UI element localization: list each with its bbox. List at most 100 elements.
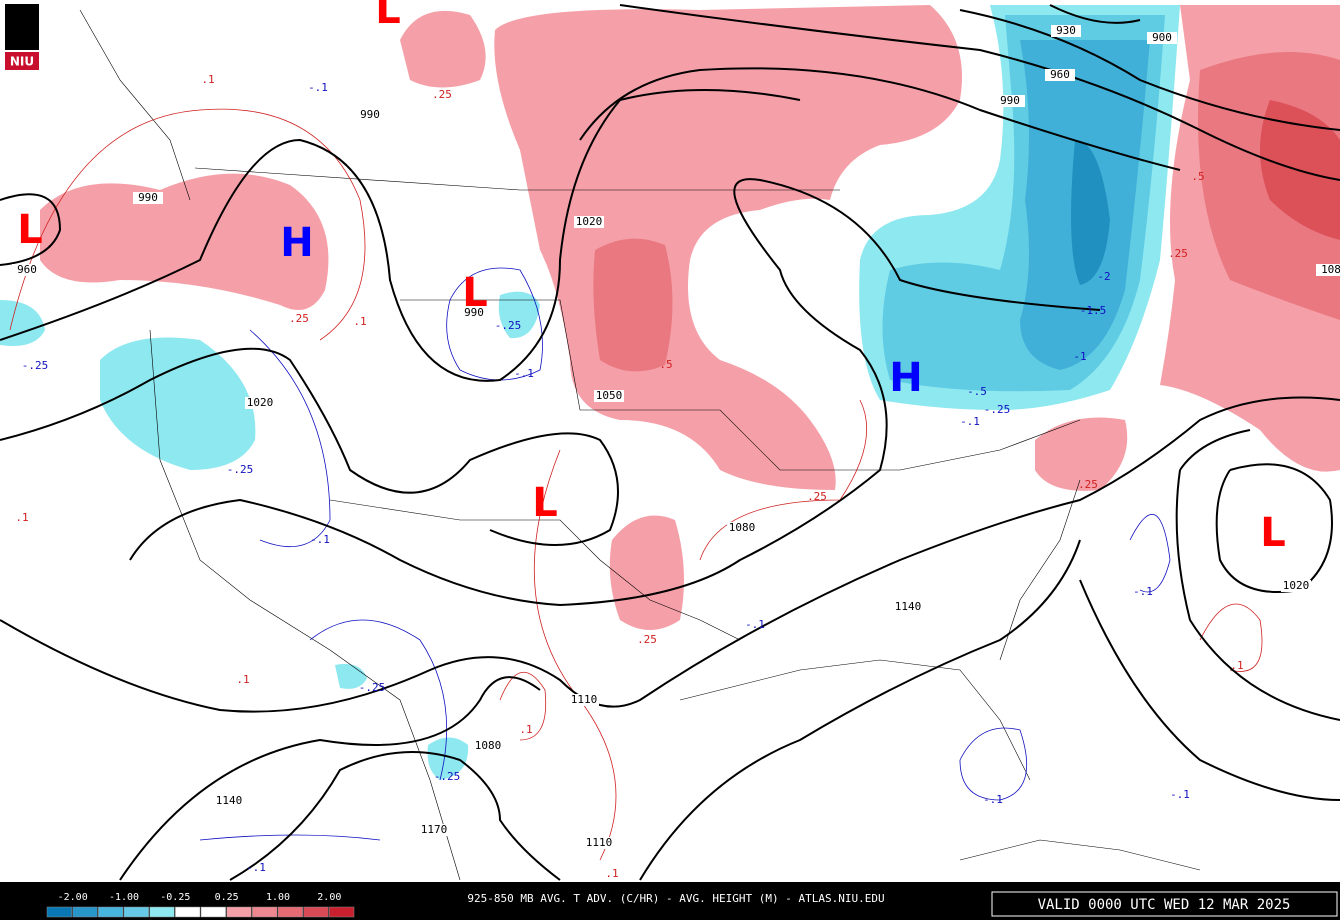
logo-band: [5, 52, 39, 70]
height-label: 1080: [475, 739, 502, 752]
height-label: 990: [464, 306, 484, 319]
height-label: 1020: [576, 215, 603, 228]
height-label-bg: [355, 109, 385, 121]
height-label-bg: [1281, 580, 1311, 592]
advection-label: .1: [201, 73, 214, 86]
geography: [79, 9, 1201, 881]
legend-label: -0.25: [160, 892, 190, 903]
legend-label: -1.00: [109, 892, 139, 903]
legend-swatch: [329, 906, 355, 918]
advection-label: -.1: [308, 81, 328, 94]
legend-swatch: [252, 906, 278, 918]
advection-label: -.25: [227, 463, 254, 476]
advection-label: -.1: [310, 533, 330, 546]
advection-label: -.25: [984, 403, 1011, 416]
advection-label: .1: [15, 511, 28, 524]
advection-label: -.1: [1133, 585, 1153, 598]
height-label: 960: [1050, 68, 1070, 81]
valid-box: [991, 891, 1338, 917]
legend-swatch: [123, 906, 149, 918]
pressure-center: L: [17, 207, 43, 253]
height-label-bg: [12, 264, 42, 276]
advection-label: .1: [605, 867, 618, 880]
height-label-bg: [1051, 25, 1081, 37]
height-label: 1110: [571, 693, 598, 706]
height-label-bg: [133, 192, 163, 204]
height-label-bg: [214, 795, 244, 807]
valid-time: VALID 0000 UTC WED 12 MAR 2025: [1038, 897, 1291, 913]
legend-swatch: [46, 906, 72, 918]
advection-label: -.1: [514, 367, 534, 380]
advection-label: -.5: [967, 385, 987, 398]
height-label: 930: [1056, 24, 1076, 37]
legend-swatch: [277, 906, 303, 918]
advection-label: -1.5: [1080, 304, 1107, 317]
height-label-bg: [473, 740, 503, 752]
advection-label: .25: [1078, 478, 1098, 491]
advection-label: -.25: [495, 319, 522, 332]
height-label: 1170: [421, 823, 448, 836]
height-label: 1110: [586, 836, 613, 849]
advection-label: -.1: [745, 618, 765, 631]
advection-label: .1: [353, 315, 366, 328]
advection-label: -.25: [22, 359, 49, 372]
height-label-bg: [995, 95, 1025, 107]
logo-tower: [5, 4, 39, 50]
height-label: 1140: [895, 600, 922, 613]
height-label-bg: [1316, 264, 1340, 276]
height-label: 1080: [729, 521, 756, 534]
height-label: 960: [17, 263, 37, 276]
advection-label: .25: [807, 490, 827, 503]
advection-label: -.1: [983, 793, 1003, 806]
pressure-center: H: [889, 355, 922, 401]
legend-swatch: [72, 906, 98, 918]
legend-swatch: [200, 906, 226, 918]
pressure-center: L: [532, 480, 558, 526]
legend-swatch: [226, 906, 252, 918]
height-label-bg: [584, 837, 614, 849]
height-label-bg: [727, 522, 757, 534]
advection-label: .25: [1168, 247, 1188, 260]
height-label-bg: [245, 397, 275, 409]
advection-label: .25: [432, 88, 452, 101]
height-label: 990: [1000, 94, 1020, 107]
legend-label: 0.25: [215, 892, 239, 903]
height-label: 1020: [247, 396, 274, 409]
pressure-center: H: [280, 220, 313, 266]
legend-label: 2.00: [317, 892, 341, 903]
pressure-center: L: [1260, 510, 1286, 556]
height-label: 990: [138, 191, 158, 204]
height-label-bg: [594, 390, 624, 402]
legend-swatch: [175, 906, 201, 918]
advection-label: .25: [289, 312, 309, 325]
legend-swatch: [303, 906, 329, 918]
warm-advection: [40, 5, 1340, 630]
height-label-bg: [419, 824, 449, 836]
advection-label: -2: [1097, 270, 1110, 283]
logo-text: NIU: [10, 55, 34, 69]
legend-swatch: [98, 906, 124, 918]
height-label: 900: [1152, 31, 1172, 44]
legend-swatch: [149, 906, 175, 918]
advection-label: .5: [659, 358, 672, 371]
height-label: 1020: [1283, 579, 1310, 592]
height-contours: [0, 4, 1340, 881]
pressure-center: L: [375, 0, 401, 33]
advection-label: .1: [1230, 659, 1243, 672]
height-label-bg: [1045, 69, 1075, 81]
height-label: 108: [1321, 263, 1340, 276]
advection-label: .1: [519, 723, 532, 736]
cold-advection: [0, 5, 1180, 780]
height-label-bg: [893, 601, 923, 613]
height-label-bg: [459, 307, 489, 319]
legend-label: -2.00: [58, 892, 88, 903]
height-label-bg: [574, 216, 604, 228]
advection-label: .1: [236, 673, 249, 686]
advection-label: -.1: [1170, 788, 1190, 801]
advection-label: -1: [1073, 350, 1086, 363]
advection-label: -.25: [434, 770, 461, 783]
advection-label: -.1: [960, 415, 980, 428]
advection-label: -.1: [246, 861, 266, 874]
advection-label: .5: [1191, 170, 1204, 183]
